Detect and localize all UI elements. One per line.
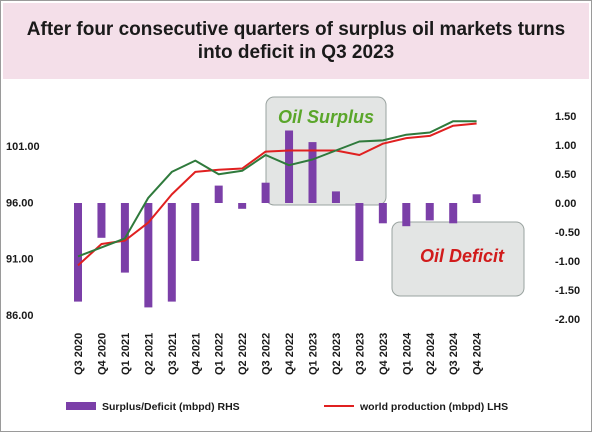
title-bar: After four consecutive quarters of surpl… bbox=[3, 3, 589, 79]
bar-5 bbox=[191, 203, 200, 261]
right-axis-tick: -2.00 bbox=[555, 314, 580, 326]
oil-deficit-label: Oil Deficit bbox=[420, 246, 505, 266]
bar-1 bbox=[97, 203, 106, 238]
legend-line-label: world production (mbpd) LHS bbox=[359, 401, 508, 413]
x-axis-tick: Q3 2023 bbox=[354, 333, 366, 375]
bar-17 bbox=[472, 194, 481, 203]
left-axis-tick: 101.00 bbox=[6, 141, 40, 153]
bar-13 bbox=[378, 203, 387, 224]
bar-7 bbox=[238, 203, 247, 209]
bar-9 bbox=[285, 130, 294, 203]
x-axis-tick: Q3 2024 bbox=[448, 332, 460, 375]
x-axis-tick: Q4 2022 bbox=[284, 333, 296, 375]
bar-3 bbox=[144, 203, 153, 308]
bar-4 bbox=[167, 203, 176, 302]
oil-surplus-label: Oil Surplus bbox=[278, 107, 374, 127]
chart-title: After four consecutive quarters of surpl… bbox=[26, 19, 566, 63]
world-production-line bbox=[77, 122, 477, 267]
right-axis-tick: 1.00 bbox=[555, 140, 576, 152]
left-axis-tick: 86.00 bbox=[6, 310, 34, 322]
x-axis-tick: Q2 2022 bbox=[237, 333, 249, 375]
legend-bar-swatch bbox=[66, 402, 96, 410]
right-axis-tick: -1.50 bbox=[555, 285, 580, 297]
x-axis-tick: Q2 2023 bbox=[331, 333, 343, 375]
right-axis-tick: -1.00 bbox=[555, 256, 580, 268]
bar-10 bbox=[308, 142, 317, 203]
right-axis-tick: -0.50 bbox=[555, 227, 580, 239]
bar-8 bbox=[261, 182, 270, 203]
left-axis-tick: 91.00 bbox=[6, 254, 34, 266]
legend-bar-label: Surplus/Deficit (mbpd) RHS bbox=[102, 401, 240, 413]
right-axis-tick: 0.00 bbox=[555, 198, 576, 210]
x-axis-tick: Q1 2022 bbox=[214, 333, 226, 375]
right-axis-tick: 1.50 bbox=[555, 111, 576, 123]
bar-6 bbox=[214, 185, 223, 203]
x-axis-tick: Q3 2022 bbox=[261, 333, 273, 375]
second-series-line bbox=[77, 120, 477, 258]
bar-14 bbox=[402, 203, 411, 227]
left-axis-tick: 96.00 bbox=[6, 197, 34, 209]
bar-11 bbox=[331, 191, 340, 203]
x-axis-tick: Q3 2021 bbox=[167, 333, 179, 375]
x-axis-tick: Q1 2021 bbox=[120, 333, 132, 375]
oil-deficit-callout-box bbox=[391, 221, 525, 297]
x-axis-tick: Q1 2023 bbox=[308, 333, 320, 375]
bar-0 bbox=[74, 203, 82, 302]
right-axis-tick: 0.50 bbox=[555, 169, 576, 181]
x-axis-tick: Q1 2024 bbox=[401, 332, 413, 375]
x-axis-tick: Q4 2024 bbox=[472, 332, 484, 375]
x-axis-tick: Q4 2020 bbox=[96, 333, 108, 375]
bar-15 bbox=[425, 203, 434, 221]
bar-16 bbox=[449, 203, 458, 224]
x-axis-tick: Q2 2021 bbox=[143, 333, 155, 375]
x-axis-tick: Q4 2023 bbox=[378, 333, 390, 375]
x-axis-tick: Q3 2020 bbox=[73, 333, 85, 375]
bar-12 bbox=[355, 203, 364, 261]
x-axis-tick: Q2 2024 bbox=[425, 332, 437, 375]
x-axis-tick: Q4 2021 bbox=[190, 333, 202, 375]
